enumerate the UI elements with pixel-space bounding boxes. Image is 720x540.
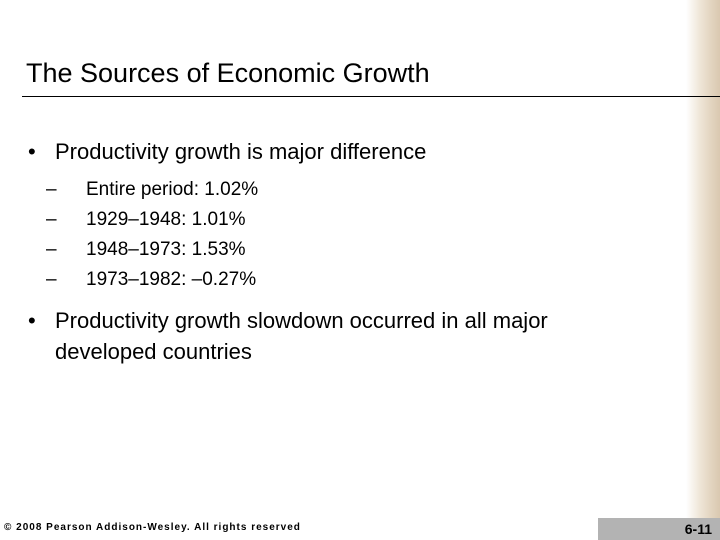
sub-marker: – xyxy=(46,179,57,200)
sub-item: – 1948–1973: 1.53% xyxy=(28,235,648,265)
footer: © 2008 Pearson Addison-Wesley. All right… xyxy=(4,522,301,533)
sub-marker: – xyxy=(46,239,57,260)
title-rule xyxy=(22,96,720,97)
slide-title: The Sources of Economic Growth xyxy=(26,58,430,88)
sub-list: – Entire period: 1.02% – 1929–1948: 1.01% – 1… xyxy=(28,175,648,295)
page-number-box: 6-11 xyxy=(598,518,720,540)
sub-item: – Entire period: 1.02% xyxy=(28,175,648,205)
bullet-text: Productivity growth slowdown occurred in… xyxy=(55,308,548,364)
sub-item-text: 1973–1982: –0.27% xyxy=(86,269,257,290)
bullet: • Productivity growth slowdown occurred i… xyxy=(28,305,648,367)
sub-item: – 1973–1982: –0.27% xyxy=(28,265,648,295)
bullet-marker: • xyxy=(28,308,36,333)
bullet-text: Productivity growth is major difference xyxy=(55,139,427,164)
sub-item-text: 1948–1973: 1.53% xyxy=(86,239,246,260)
bullet: • Productivity growth is major difference xyxy=(28,136,648,167)
sub-item-text: 1929–1948: 1.01% xyxy=(86,209,246,230)
page-number: 6-11 xyxy=(684,521,712,537)
bullet-marker: • xyxy=(28,139,36,164)
sub-marker: – xyxy=(46,269,57,290)
slide-body: • Productivity growth is major difference… xyxy=(28,136,648,375)
sub-item: – 1929–1948: 1.01% xyxy=(28,205,648,235)
sub-marker: – xyxy=(46,209,57,230)
decorative-edge xyxy=(686,0,720,540)
sub-item-text: Entire period: 1.02% xyxy=(86,179,259,200)
